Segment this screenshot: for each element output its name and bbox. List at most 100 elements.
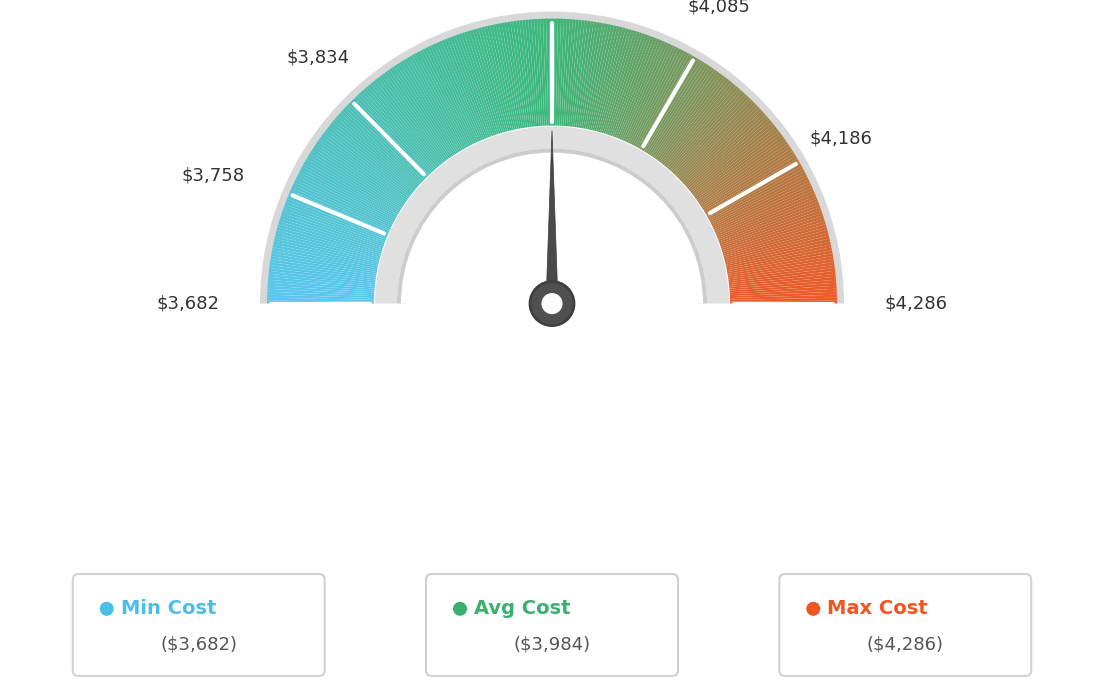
Wedge shape <box>691 126 777 195</box>
Wedge shape <box>496 23 519 129</box>
Wedge shape <box>268 277 374 288</box>
Wedge shape <box>594 27 623 131</box>
Wedge shape <box>714 188 814 233</box>
Wedge shape <box>294 179 392 228</box>
FancyBboxPatch shape <box>426 574 678 676</box>
Wedge shape <box>684 113 766 186</box>
Wedge shape <box>349 102 426 179</box>
Wedge shape <box>270 259 376 277</box>
Wedge shape <box>729 262 835 279</box>
Wedge shape <box>728 256 834 276</box>
Wedge shape <box>528 19 539 126</box>
Wedge shape <box>284 204 385 244</box>
Wedge shape <box>690 124 775 193</box>
Wedge shape <box>720 207 821 245</box>
Wedge shape <box>357 94 432 174</box>
Wedge shape <box>311 148 403 208</box>
Wedge shape <box>344 106 424 181</box>
Wedge shape <box>269 265 375 282</box>
Wedge shape <box>329 124 414 193</box>
Wedge shape <box>420 50 471 146</box>
Wedge shape <box>473 29 505 132</box>
Wedge shape <box>582 23 603 128</box>
Wedge shape <box>375 79 443 164</box>
Wedge shape <box>728 253 834 274</box>
Wedge shape <box>400 61 458 153</box>
Wedge shape <box>453 35 491 137</box>
Circle shape <box>453 602 467 615</box>
Wedge shape <box>526 19 538 126</box>
Wedge shape <box>578 21 596 128</box>
Wedge shape <box>561 19 570 126</box>
Wedge shape <box>580 22 599 128</box>
Wedge shape <box>677 100 754 178</box>
Wedge shape <box>484 26 511 130</box>
Wedge shape <box>694 134 783 199</box>
Wedge shape <box>417 51 469 147</box>
Text: ($3,682): ($3,682) <box>160 635 237 654</box>
Wedge shape <box>598 28 628 132</box>
Wedge shape <box>638 54 692 148</box>
Wedge shape <box>593 26 620 130</box>
Wedge shape <box>285 201 385 242</box>
Wedge shape <box>676 98 752 177</box>
Text: $4,286: $4,286 <box>885 295 948 313</box>
Wedge shape <box>664 82 734 166</box>
Wedge shape <box>320 136 408 201</box>
Wedge shape <box>635 51 687 147</box>
Circle shape <box>99 602 114 615</box>
Wedge shape <box>713 182 811 230</box>
Wedge shape <box>492 24 517 130</box>
Wedge shape <box>449 37 490 137</box>
Wedge shape <box>730 283 837 293</box>
Wedge shape <box>628 46 676 144</box>
Wedge shape <box>425 47 475 144</box>
Wedge shape <box>650 66 712 157</box>
Wedge shape <box>633 50 684 146</box>
Wedge shape <box>605 32 640 135</box>
Wedge shape <box>730 286 837 294</box>
Wedge shape <box>268 274 375 287</box>
Wedge shape <box>670 90 743 171</box>
Wedge shape <box>365 86 437 169</box>
Wedge shape <box>730 292 837 298</box>
Wedge shape <box>614 37 655 137</box>
Wedge shape <box>501 23 522 128</box>
Wedge shape <box>286 199 386 240</box>
Wedge shape <box>272 247 378 270</box>
Wedge shape <box>481 27 510 131</box>
Wedge shape <box>287 196 388 238</box>
Wedge shape <box>666 84 736 168</box>
Wedge shape <box>705 159 799 215</box>
Wedge shape <box>697 139 786 202</box>
Wedge shape <box>442 40 485 139</box>
Circle shape <box>806 602 820 615</box>
Wedge shape <box>534 19 543 126</box>
Wedge shape <box>513 21 530 127</box>
Wedge shape <box>721 213 824 248</box>
Wedge shape <box>447 37 488 138</box>
Wedge shape <box>596 28 626 132</box>
Wedge shape <box>261 12 843 304</box>
Wedge shape <box>696 136 784 201</box>
Wedge shape <box>693 131 781 197</box>
Wedge shape <box>723 224 827 256</box>
Wedge shape <box>703 153 796 211</box>
Wedge shape <box>707 164 802 218</box>
Wedge shape <box>277 227 381 257</box>
Wedge shape <box>721 215 824 250</box>
Polygon shape <box>546 130 558 304</box>
Wedge shape <box>729 268 835 283</box>
Wedge shape <box>672 94 747 174</box>
Wedge shape <box>431 44 478 143</box>
Circle shape <box>541 293 563 314</box>
Wedge shape <box>415 52 468 148</box>
Wedge shape <box>401 152 703 304</box>
Wedge shape <box>434 43 479 141</box>
Wedge shape <box>316 141 406 204</box>
Text: $4,186: $4,186 <box>809 129 872 147</box>
Wedge shape <box>667 86 739 169</box>
Wedge shape <box>370 82 440 166</box>
Wedge shape <box>428 46 476 144</box>
Wedge shape <box>291 185 390 231</box>
